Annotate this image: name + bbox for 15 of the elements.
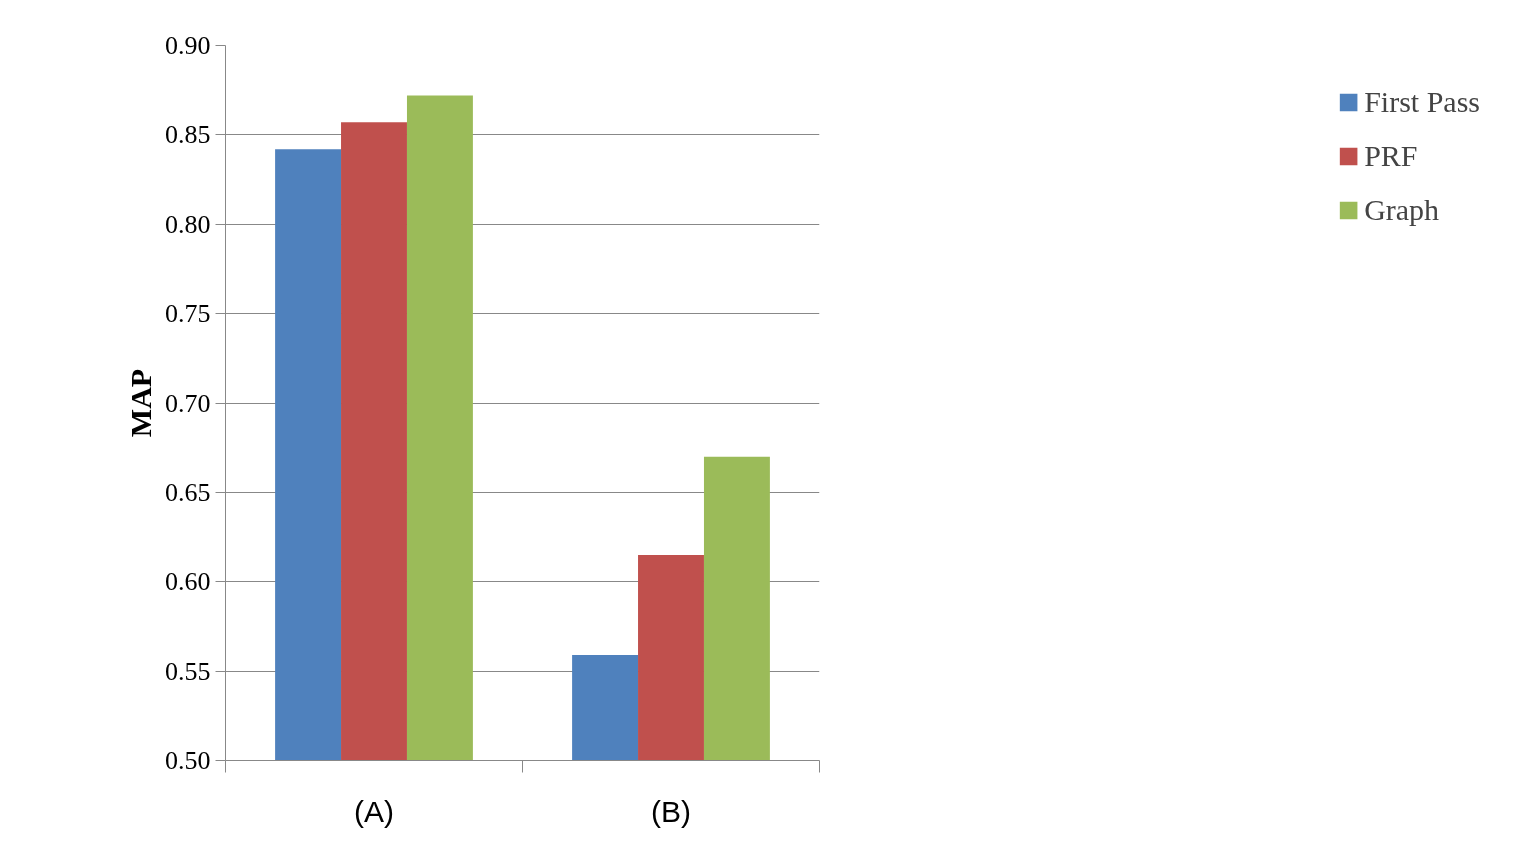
legend-label: Graph: [1364, 193, 1440, 227]
y-tick-label: 0.75: [165, 299, 211, 329]
y-tick-label: 0.65: [165, 477, 211, 507]
x-tick-label: (B): [651, 794, 691, 828]
y-tick-label: 0.70: [165, 388, 211, 418]
legend-label: PRF: [1364, 139, 1418, 173]
y-tick-label: 0.60: [165, 567, 211, 597]
y-axis-title: MAP: [124, 368, 157, 438]
y-tick-label: 0.50: [165, 746, 211, 775]
x-tick-label: (A): [354, 794, 394, 828]
legend-label: First Pass: [1364, 85, 1480, 119]
y-tick-label: 0.85: [165, 120, 211, 150]
y-tick-label: 0.90: [165, 31, 211, 60]
y-tick-label: 0.80: [165, 209, 211, 239]
y-tick-label: 0.55: [165, 656, 211, 686]
